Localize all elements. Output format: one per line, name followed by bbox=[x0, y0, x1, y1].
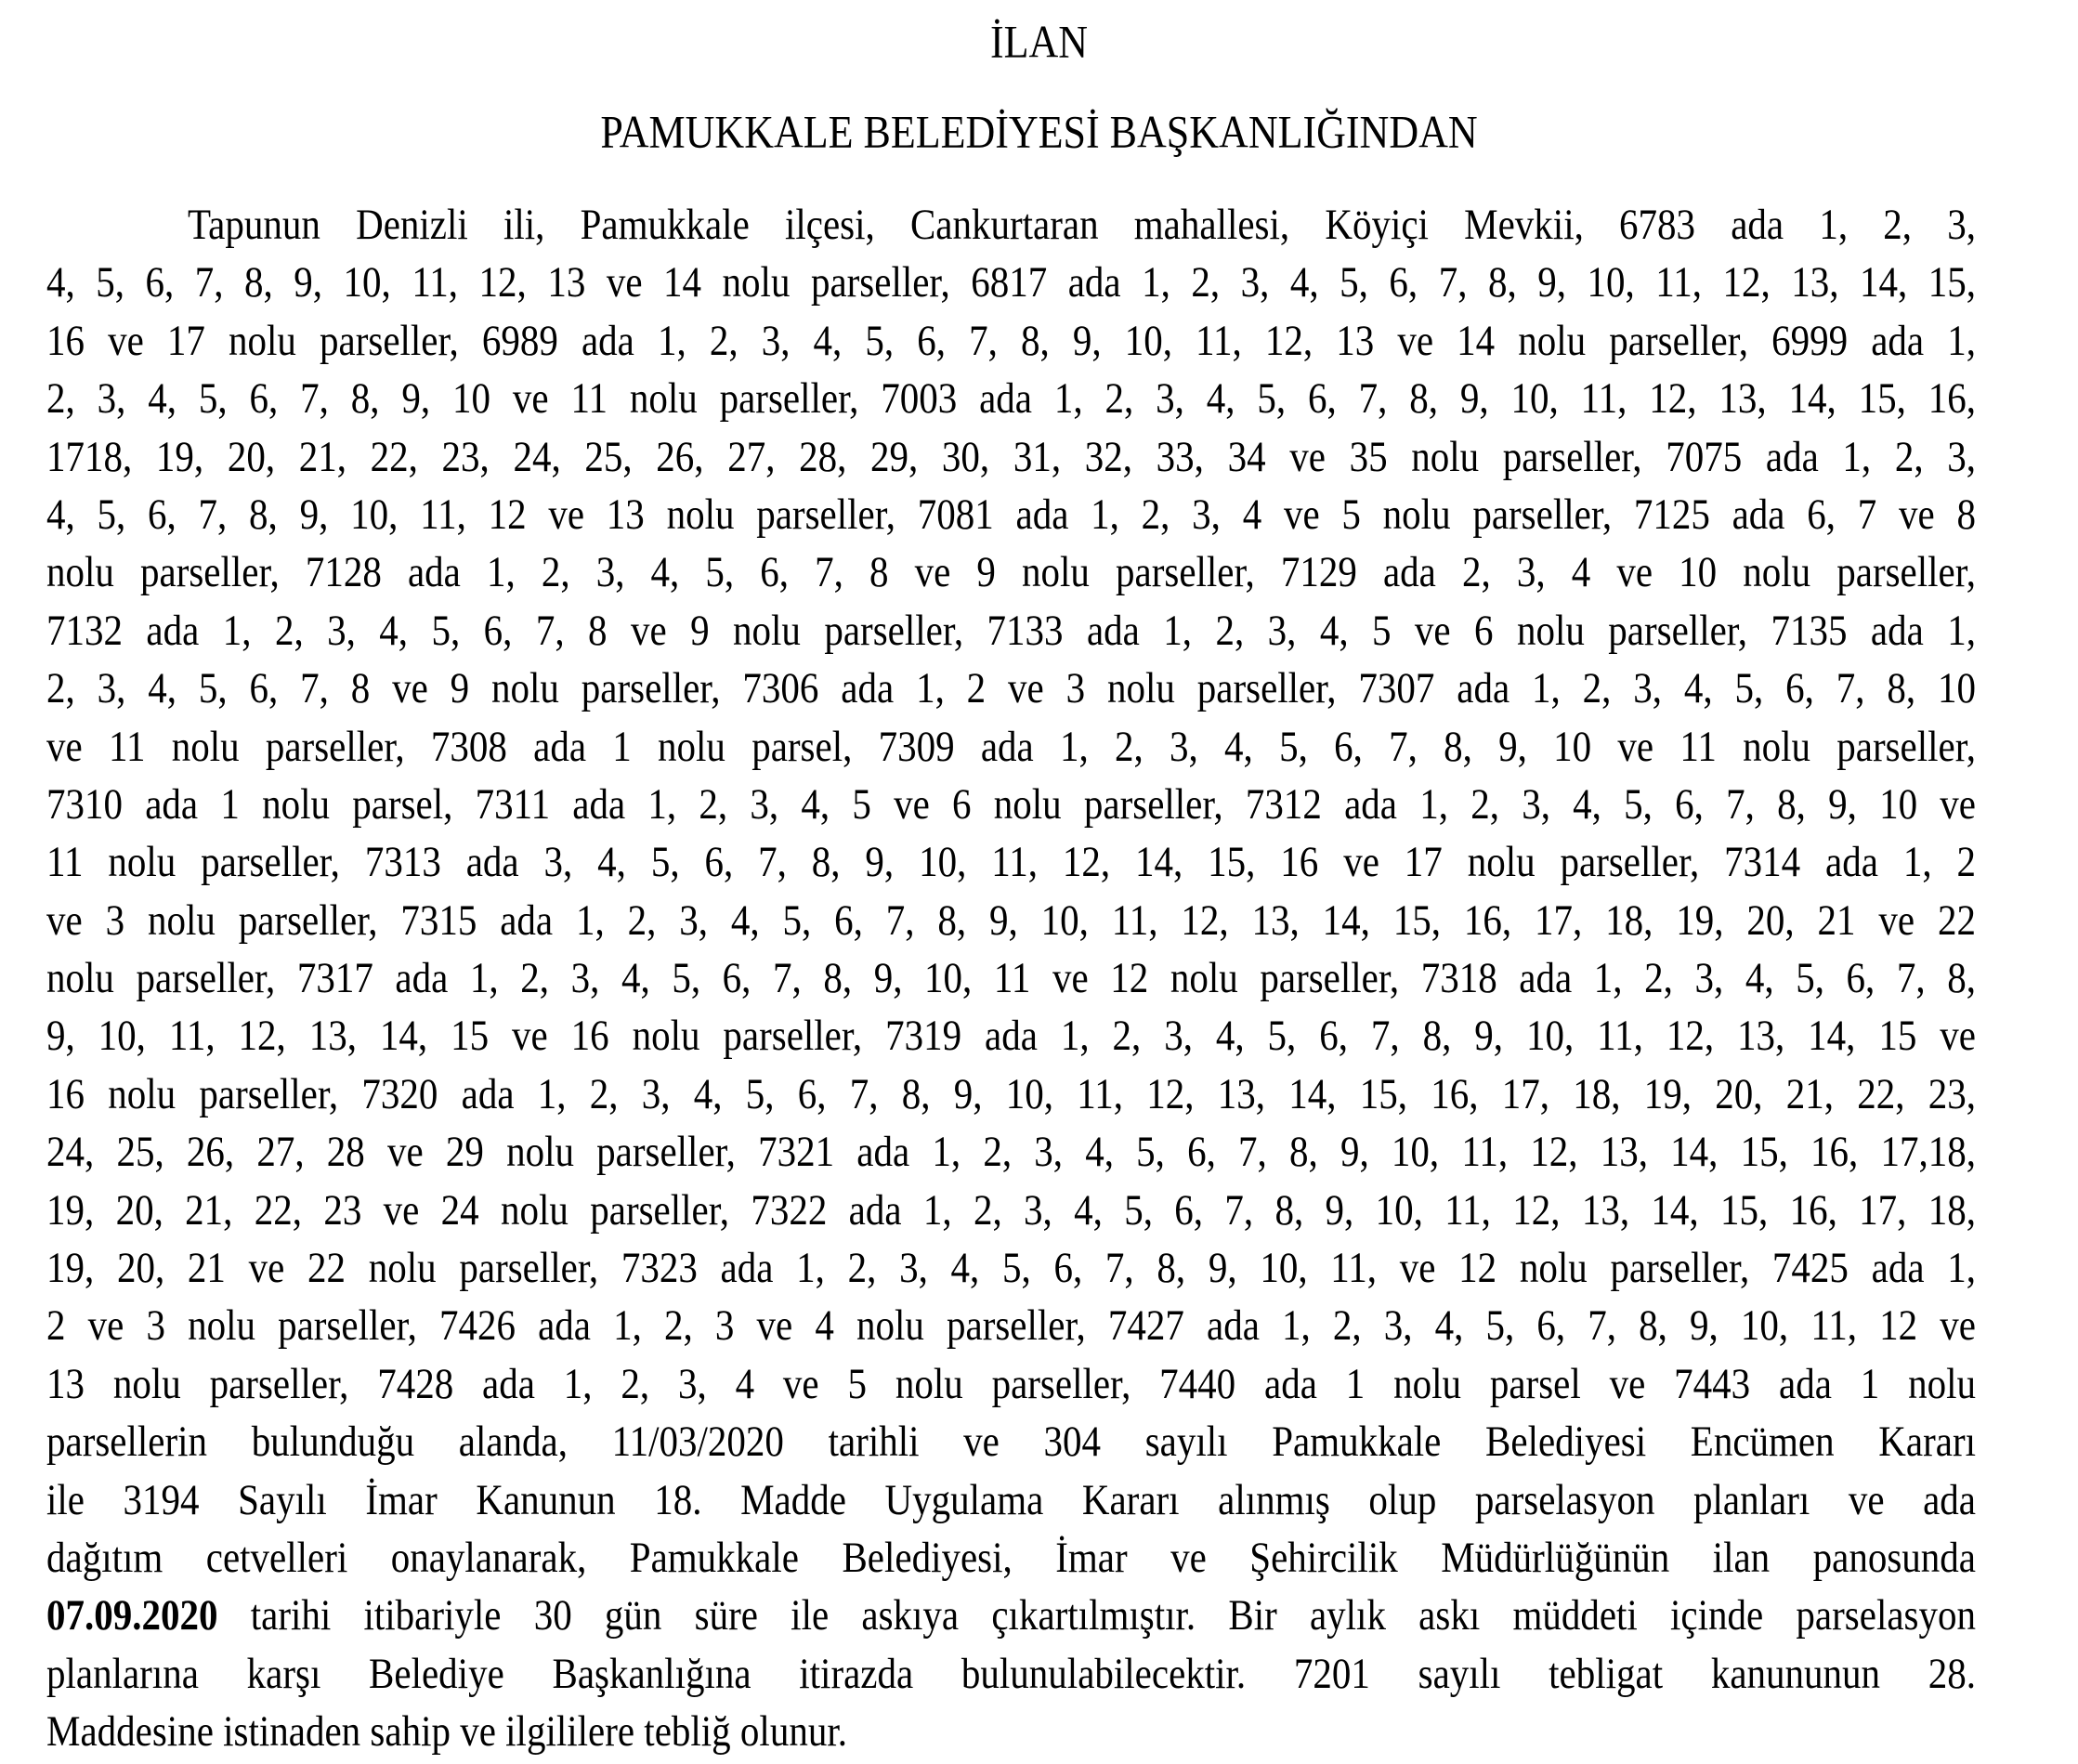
notice-line: nolu parseller, 7128 ada 1, 2, 3, 4, 5, … bbox=[46, 547, 1976, 596]
notice-line-date: 07.09.2020 tarihi itibariyle 30 gün süre… bbox=[46, 1582, 1976, 1648]
notice-line: planlarına karşı Belediye Başkanlığına i… bbox=[46, 1648, 1976, 1697]
notice-line: ile 3194 Sayılı İmar Kanunun 18. Madde U… bbox=[46, 1474, 1976, 1523]
notice-line: 4, 5, 6, 7, 8, 9, 10, 11, 12 ve 13 nolu … bbox=[46, 489, 1976, 539]
notice-body: Tapunun Denizli ili, Pamukkale ilçesi, C… bbox=[46, 195, 1976, 1760]
notice-line: 2, 3, 4, 5, 6, 7, 8 ve 9 nolu parseller,… bbox=[46, 662, 1976, 712]
notice-line: 11 nolu parseller, 7313 ada 3, 4, 5, 6, … bbox=[46, 837, 1976, 886]
notice-line: dağıtım cetvelleri onaylanarak, Pamukkal… bbox=[46, 1532, 1976, 1582]
notice-line: 4, 5, 6, 7, 8, 9, 10, 11, 12, 13 ve 14 n… bbox=[46, 257, 1976, 307]
notice-lines: Tapunun Denizli ili, Pamukkale ilçesi, C… bbox=[46, 195, 1976, 1586]
notice-line: nolu parseller, 7317 ada 1, 2, 3, 4, 5, … bbox=[46, 952, 1976, 1002]
notice-line: ve 3 nolu parseller, 7315 ada 1, 2, 3, 4… bbox=[46, 895, 1976, 944]
notice-line: 2, 3, 4, 5, 6, 7, 8, 9, 10 ve 11 nolu pa… bbox=[46, 372, 1976, 423]
notice-line: 16 nolu parseller, 7320 ada 1, 2, 3, 4, … bbox=[46, 1068, 1976, 1118]
posting-date: 07.09.2020 bbox=[46, 1590, 218, 1640]
notice-line: 16 ve 17 nolu parseller, 6989 ada 1, 2, … bbox=[46, 315, 1976, 364]
notice-line-last: Maddesine istinaden sahip ve ilgililere … bbox=[46, 1705, 847, 1756]
posting-date-text: tarihi itibariyle 30 gün süre ile askıya… bbox=[217, 1590, 1976, 1640]
notice-line: 24, 25, 26, 27, 28 ve 29 nolu parseller,… bbox=[46, 1127, 1976, 1176]
notice-line: 9, 10, 11, 12, 13, 14, 15 ve 16 nolu par… bbox=[46, 1011, 1976, 1060]
notice-line: ve 11 nolu parseller, 7308 ada 1 nolu pa… bbox=[46, 721, 1976, 770]
notice-line: 13 nolu parseller, 7428 ada 1, 2, 3, 4 v… bbox=[46, 1358, 1976, 1408]
notice-title: PAMUKKALE BELEDİYESİ BAŞKANLIĞINDAN bbox=[600, 107, 1478, 158]
notice-line: 2 ve 3 nolu parseller, 7426 ada 1, 2, 3 … bbox=[46, 1300, 1976, 1350]
notice-line: 7310 ada 1 nolu parsel, 7311 ada 1, 2, 3… bbox=[46, 778, 1976, 829]
notice-line: Tapunun Denizli ili, Pamukkale ilçesi, C… bbox=[188, 199, 1976, 249]
notice-line: parsellerin bulunduğu alanda, 11/03/2020… bbox=[46, 1416, 1976, 1466]
notice-line: 19, 20, 21 ve 22 nolu parseller, 7323 ad… bbox=[46, 1242, 1976, 1292]
notice-heading: İLAN bbox=[989, 17, 1089, 68]
notice-line: 1718, 19, 20, 21, 22, 23, 24, 25, 26, 27… bbox=[46, 431, 1976, 480]
notice-line: 19, 20, 21, 22, 23 ve 24 nolu parseller,… bbox=[46, 1184, 1976, 1234]
notice-line: 7132 ada 1, 2, 3, 4, 5, 6, 7, 8 ve 9 nol… bbox=[46, 605, 1976, 654]
